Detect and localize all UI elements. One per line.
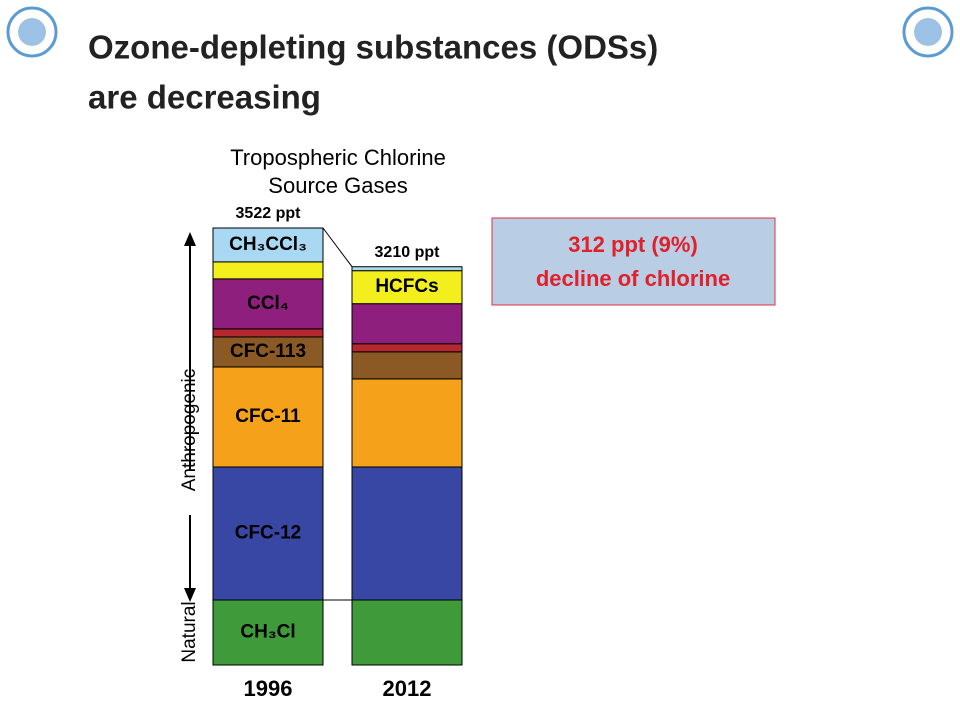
bar-segment	[212, 599, 324, 666]
chart-title: Source Gases	[268, 173, 407, 198]
annotation-box	[491, 217, 776, 306]
bar-segment	[351, 270, 463, 305]
bar-segment	[212, 466, 324, 601]
bar-segment	[351, 466, 463, 601]
x-tick-label: 1996	[244, 676, 293, 701]
annotation: decline of chlorine	[536, 266, 730, 291]
bar-segment	[212, 336, 324, 368]
logo-right	[902, 6, 954, 58]
bar-segment	[351, 303, 463, 345]
side-arrows	[184, 232, 196, 602]
bar-segment	[212, 261, 324, 280]
annotation: 312 ppt (9%)	[568, 232, 698, 257]
bar-segment	[212, 227, 324, 263]
segment-label: CCl₄	[247, 293, 289, 314]
bar-segment	[351, 351, 463, 380]
logo-left	[6, 6, 58, 58]
bar-segment	[212, 366, 324, 468]
segment-label: CFC-11	[235, 406, 301, 427]
segment-label: CH₃Cl	[240, 622, 295, 643]
bar-segment	[212, 328, 324, 338]
bar-segment	[351, 266, 463, 272]
segment-label: CH₃CCl₃	[229, 234, 307, 255]
bar-segment	[212, 278, 324, 330]
segment-label: HCFCs	[375, 276, 438, 297]
side-label: Natural	[179, 601, 200, 662]
side-label: Anthropogenic	[179, 369, 200, 492]
connector	[322, 227, 353, 268]
segment-label: CFC-12	[235, 522, 302, 543]
bar-segment	[351, 343, 463, 353]
total-label: 3210 ppt	[375, 244, 441, 261]
x-tick-label: 2012	[383, 676, 432, 701]
bar-segment	[351, 599, 463, 666]
bar-segment	[351, 378, 463, 468]
slide-title: are decreasing	[88, 79, 321, 116]
segment-label: CFC-113	[230, 341, 306, 362]
chart-title: Tropospheric Chlorine	[230, 145, 446, 170]
slide-title: Ozone-depleting substances (ODSs)	[88, 29, 658, 66]
total-label: 3522 ppt	[236, 205, 302, 222]
